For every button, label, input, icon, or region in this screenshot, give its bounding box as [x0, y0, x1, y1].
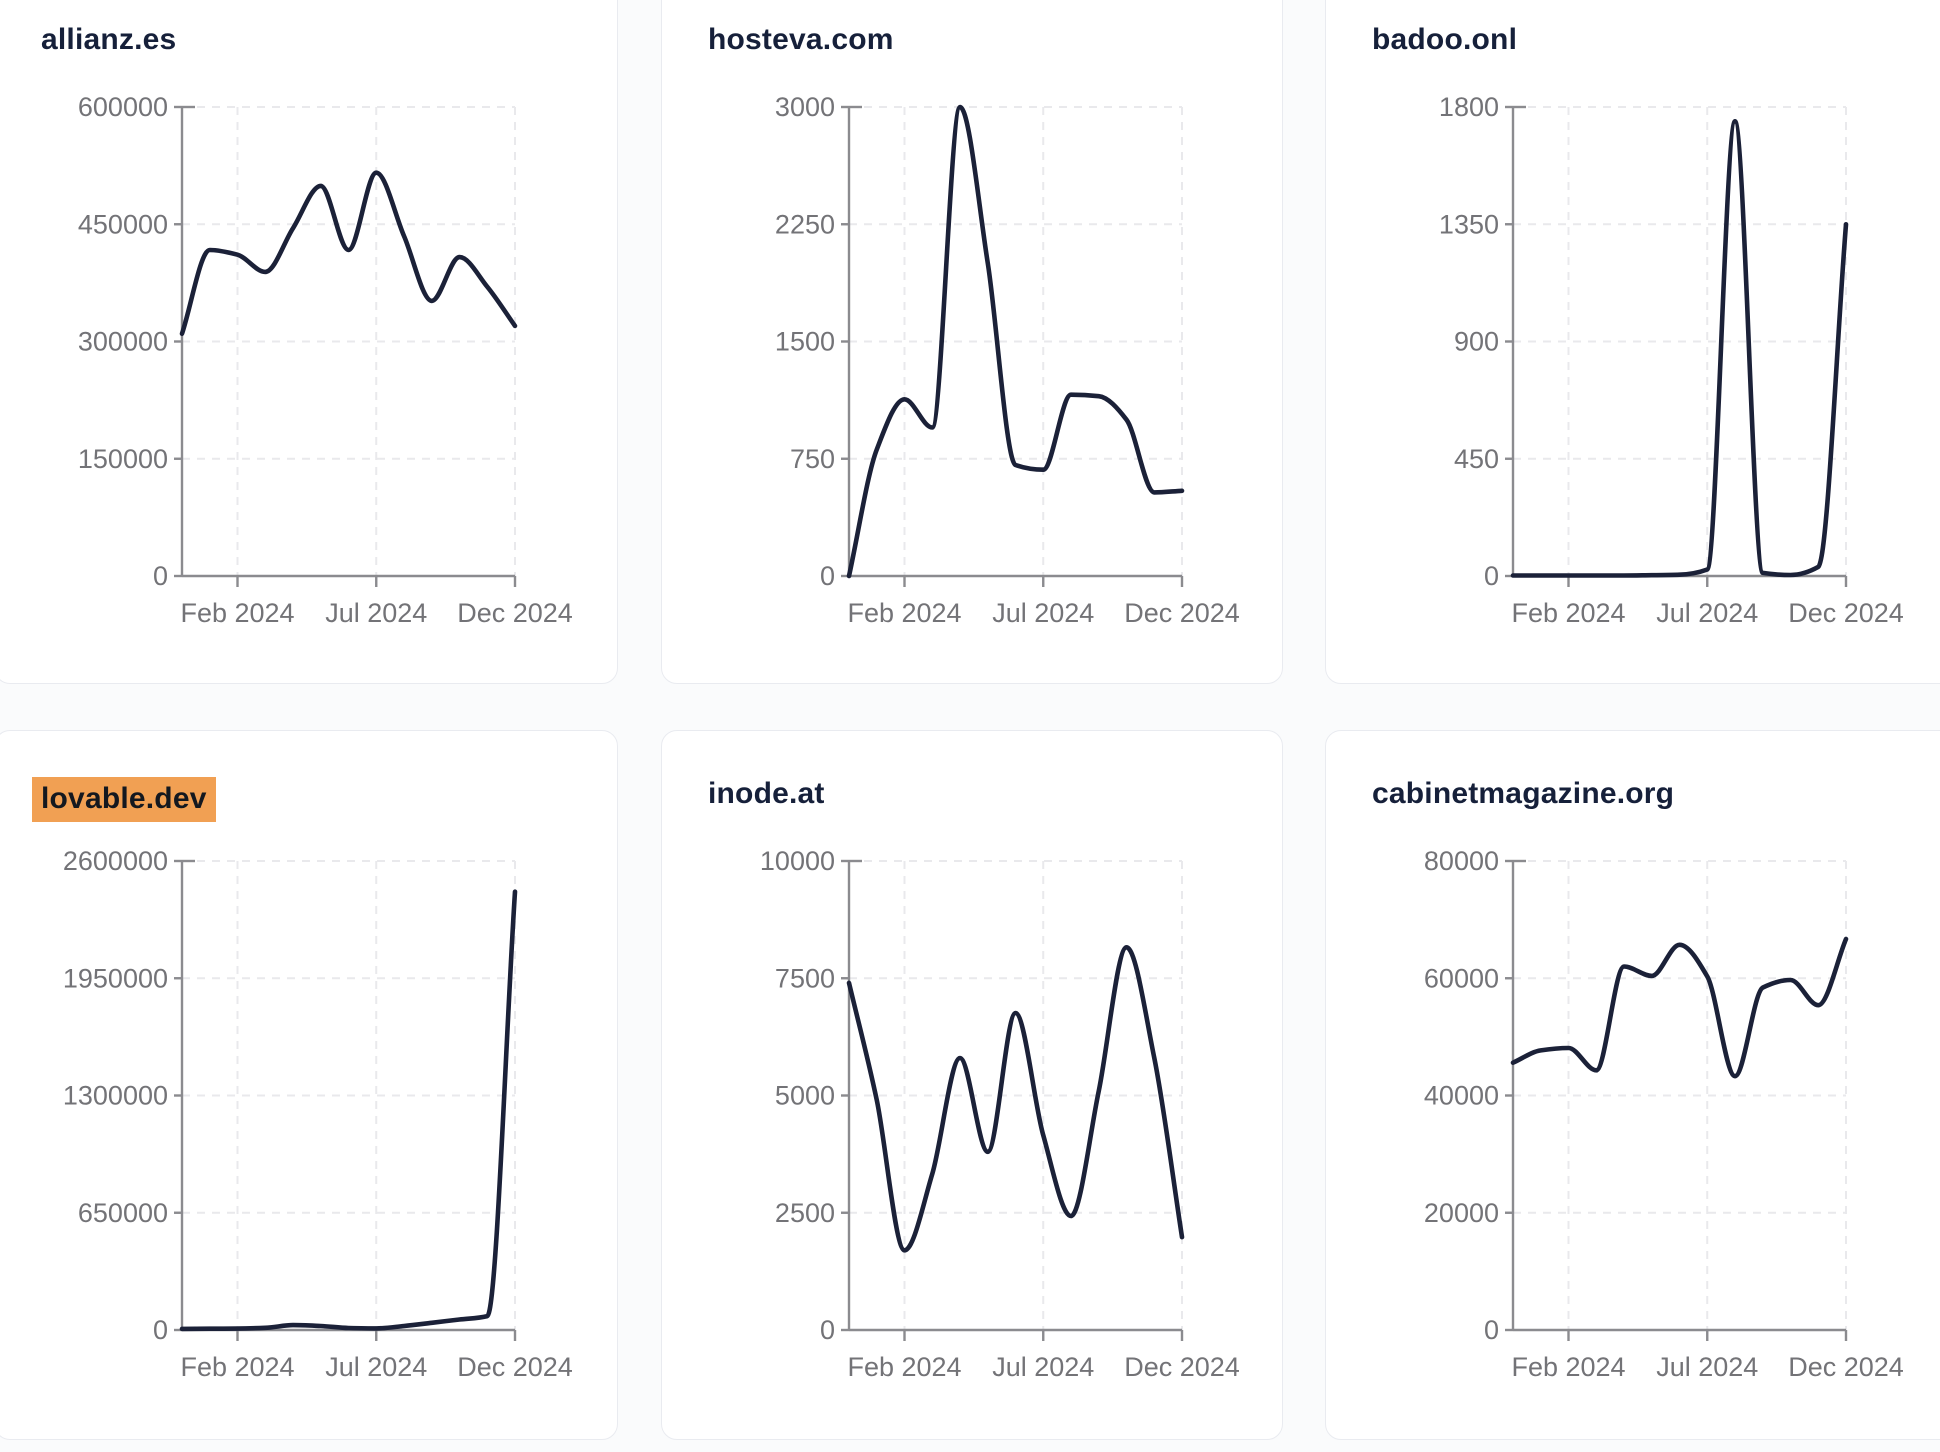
- svg-text:80000: 80000: [1424, 846, 1499, 876]
- svg-text:Dec 2024: Dec 2024: [1124, 598, 1240, 628]
- svg-text:1300000: 1300000: [63, 1081, 168, 1111]
- chart-card-3: badoo.onl 0 450 900 1350 1800 Feb 2024 Jul 202…: [1325, 0, 1940, 684]
- line-chart-5: 0 2500 5000 7500 10000 Feb 2024 Jul 2024 Dec 20…: [760, 846, 1240, 1382]
- chart-title-text-4: lovable.dev: [32, 777, 216, 822]
- svg-text:650000: 650000: [78, 1198, 168, 1228]
- svg-text:Feb 2024: Feb 2024: [1511, 598, 1625, 628]
- svg-text:1500: 1500: [775, 327, 835, 357]
- svg-text:750: 750: [790, 444, 835, 474]
- svg-text:300000: 300000: [78, 327, 168, 357]
- svg-text:Jul 2024: Jul 2024: [992, 1352, 1094, 1382]
- chart-card-5: inode.at 0 2500 5000 7500 10000 Feb 2024 Jul 2…: [661, 730, 1283, 1440]
- svg-text:0: 0: [153, 561, 168, 591]
- line-chart-6: 0 20000 40000 60000 80000 Feb 2024 Jul 2024 Dec…: [1424, 846, 1904, 1382]
- svg-text:600000: 600000: [78, 92, 168, 122]
- svg-text:2500: 2500: [775, 1198, 835, 1228]
- svg-text:2250: 2250: [775, 209, 835, 239]
- svg-text:3000: 3000: [775, 92, 835, 122]
- chart-title-1: allianz.es: [41, 23, 176, 57]
- chart-title-6: cabinetmagazine.org: [1372, 777, 1674, 811]
- svg-text:Dec 2024: Dec 2024: [1124, 1352, 1240, 1382]
- chart-title-5: inode.at: [708, 777, 825, 811]
- svg-text:Feb 2024: Feb 2024: [1511, 1352, 1625, 1382]
- svg-text:450: 450: [1454, 444, 1499, 474]
- svg-text:Dec 2024: Dec 2024: [1788, 1352, 1904, 1382]
- svg-text:40000: 40000: [1424, 1081, 1499, 1111]
- line-chart-4: 0 650000 1300000 1950000 2600000 Feb 2024 Jul …: [63, 846, 573, 1382]
- svg-text:Dec 2024: Dec 2024: [1788, 598, 1904, 628]
- svg-text:Feb 2024: Feb 2024: [847, 598, 961, 628]
- chart-title-text-1: allianz.es: [41, 23, 177, 56]
- svg-text:7500: 7500: [775, 963, 835, 993]
- chart-title-text-6: cabinetmagazine.org: [1372, 777, 1675, 810]
- svg-text:60000: 60000: [1424, 963, 1499, 993]
- svg-text:0: 0: [820, 1315, 835, 1345]
- svg-text:Jul 2024: Jul 2024: [992, 598, 1094, 628]
- chart-card-1: allianz.es 0 150000 300000 450000 600000 Feb …: [0, 0, 618, 684]
- svg-text:Feb 2024: Feb 2024: [847, 1352, 961, 1382]
- svg-text:0: 0: [1484, 1315, 1499, 1345]
- svg-text:Jul 2024: Jul 2024: [1656, 598, 1758, 628]
- chart-title-text-5: inode.at: [708, 777, 825, 810]
- chart-title-2: hosteva.com: [708, 23, 894, 57]
- chart-card-4: lovable.dev 0 650000 1300000 1950000 2600000…: [0, 730, 618, 1440]
- svg-text:150000: 150000: [78, 444, 168, 474]
- chart-title-text-3: badoo.onl: [1372, 23, 1518, 56]
- svg-text:2600000: 2600000: [63, 846, 168, 876]
- svg-text:5000: 5000: [775, 1081, 835, 1111]
- chart-card-2: hosteva.com 0 750 1500 2250 3000 Feb 2024 Jul …: [661, 0, 1283, 684]
- svg-text:0: 0: [1484, 561, 1499, 591]
- svg-text:0: 0: [820, 561, 835, 591]
- svg-text:Jul 2024: Jul 2024: [1656, 1352, 1758, 1382]
- svg-text:Dec 2024: Dec 2024: [457, 1352, 573, 1382]
- svg-text:1350: 1350: [1439, 209, 1499, 239]
- svg-text:Feb 2024: Feb 2024: [180, 598, 294, 628]
- svg-text:1800: 1800: [1439, 92, 1499, 122]
- line-chart-2: 0 750 1500 2250 3000 Feb 2024 Jul 2024 Dec 2024: [775, 92, 1240, 628]
- svg-text:20000: 20000: [1424, 1198, 1499, 1228]
- svg-text:0: 0: [153, 1315, 168, 1345]
- svg-text:Feb 2024: Feb 2024: [180, 1352, 294, 1382]
- chart-title-4: lovable.dev: [32, 777, 216, 822]
- chart-title-3: badoo.onl: [1372, 23, 1517, 57]
- svg-text:450000: 450000: [78, 209, 168, 239]
- line-chart-3: 0 450 900 1350 1800 Feb 2024 Jul 2024 Dec 2024: [1439, 92, 1904, 628]
- chart-card-6: cabinetmagazine.org 0 20000 40000 60000 8000…: [1325, 730, 1940, 1440]
- svg-text:Jul 2024: Jul 2024: [325, 1352, 427, 1382]
- svg-text:Jul 2024: Jul 2024: [325, 598, 427, 628]
- svg-text:10000: 10000: [760, 846, 835, 876]
- svg-text:Dec 2024: Dec 2024: [457, 598, 573, 628]
- chart-title-text-2: hosteva.com: [708, 23, 894, 56]
- svg-text:1950000: 1950000: [63, 963, 168, 993]
- line-chart-1: 0 150000 300000 450000 600000 Feb 2024 Jul 202…: [78, 92, 573, 628]
- svg-text:900: 900: [1454, 327, 1499, 357]
